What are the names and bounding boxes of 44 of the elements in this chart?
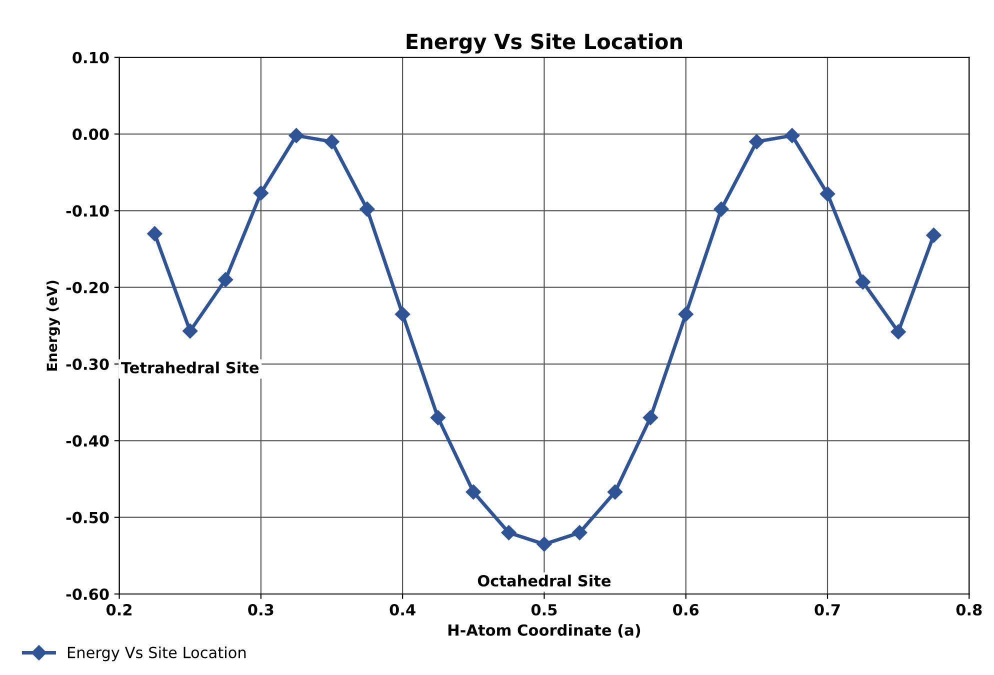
annotation: Octahedral Site [478, 574, 611, 587]
x-tick-label: 0.8 [956, 604, 982, 616]
point [466, 484, 481, 500]
x-tick-label: 0.6 [673, 604, 699, 616]
point [820, 186, 836, 202]
y-tick-label: -0.50 [66, 512, 109, 524]
y-tick-label: -0.20 [66, 282, 109, 294]
point [714, 202, 729, 217]
point [253, 185, 268, 201]
point [890, 324, 906, 340]
x-tick-label: 0.2 [106, 604, 132, 616]
point [324, 134, 340, 150]
point [784, 128, 800, 144]
y-tick-label: -0.10 [66, 205, 109, 217]
point [218, 272, 234, 288]
point [288, 128, 304, 144]
chart-title: Energy Vs Site Location [406, 33, 682, 54]
y-tick-label: 0.00 [72, 128, 109, 140]
x-tick-label: 0.4 [390, 604, 416, 616]
point [926, 228, 942, 243]
point [395, 306, 410, 322]
point [360, 202, 375, 217]
point [678, 306, 694, 322]
annotation: Tetrahedral Site [120, 362, 259, 374]
point [182, 323, 198, 339]
point [642, 410, 658, 426]
y-tick-label: 0.10 [72, 52, 109, 64]
x-axis-title: H-Atom Coordinate (a) [448, 624, 640, 638]
point [536, 536, 552, 552]
point [572, 525, 588, 540]
point [430, 410, 446, 426]
point [607, 484, 623, 500]
x-tick-label: 0.5 [531, 604, 557, 616]
y-tick-label: -0.40 [66, 435, 109, 447]
y-tick-label: -0.30 [66, 358, 109, 370]
legend-label: Energy Vs Site Location [68, 646, 246, 662]
point [855, 274, 870, 290]
x-tick-label: 0.7 [814, 604, 840, 616]
point [147, 226, 162, 242]
y-axis-title: Energy (eV) [46, 280, 60, 371]
point [501, 525, 516, 540]
y-tick-label: -0.60 [66, 588, 109, 600]
point [749, 134, 764, 150]
x-tick-label: 0.3 [248, 604, 274, 616]
